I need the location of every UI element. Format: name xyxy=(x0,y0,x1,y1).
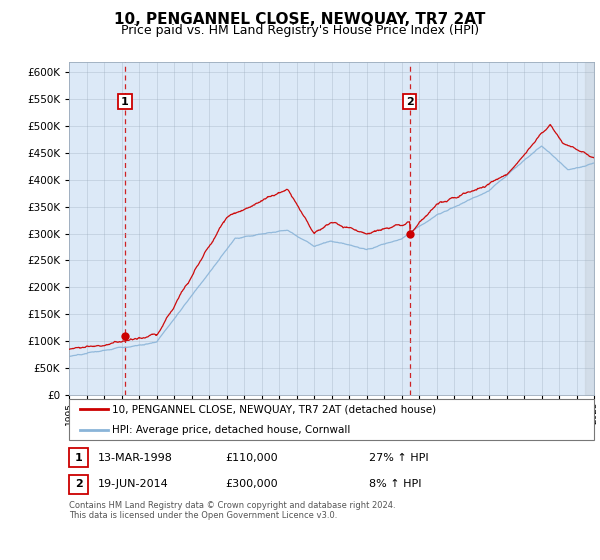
Text: 8% ↑ HPI: 8% ↑ HPI xyxy=(369,479,421,489)
Text: 13-MAR-1998: 13-MAR-1998 xyxy=(98,452,173,463)
Text: Price paid vs. HM Land Registry's House Price Index (HPI): Price paid vs. HM Land Registry's House … xyxy=(121,24,479,36)
Text: 19-JUN-2014: 19-JUN-2014 xyxy=(98,479,169,489)
Text: 27% ↑ HPI: 27% ↑ HPI xyxy=(369,452,428,463)
Text: Contains HM Land Registry data © Crown copyright and database right 2024.
This d: Contains HM Land Registry data © Crown c… xyxy=(69,501,395,520)
Text: 2: 2 xyxy=(406,96,413,106)
Text: 1: 1 xyxy=(121,96,129,106)
Text: HPI: Average price, detached house, Cornwall: HPI: Average price, detached house, Corn… xyxy=(112,424,350,435)
Text: £110,000: £110,000 xyxy=(225,452,278,463)
Text: £300,000: £300,000 xyxy=(225,479,278,489)
Text: 2: 2 xyxy=(75,479,82,489)
Text: 10, PENGANNEL CLOSE, NEWQUAY, TR7 2AT (detached house): 10, PENGANNEL CLOSE, NEWQUAY, TR7 2AT (d… xyxy=(112,404,436,414)
Text: 10, PENGANNEL CLOSE, NEWQUAY, TR7 2AT: 10, PENGANNEL CLOSE, NEWQUAY, TR7 2AT xyxy=(115,12,485,27)
Text: 1: 1 xyxy=(75,452,82,463)
